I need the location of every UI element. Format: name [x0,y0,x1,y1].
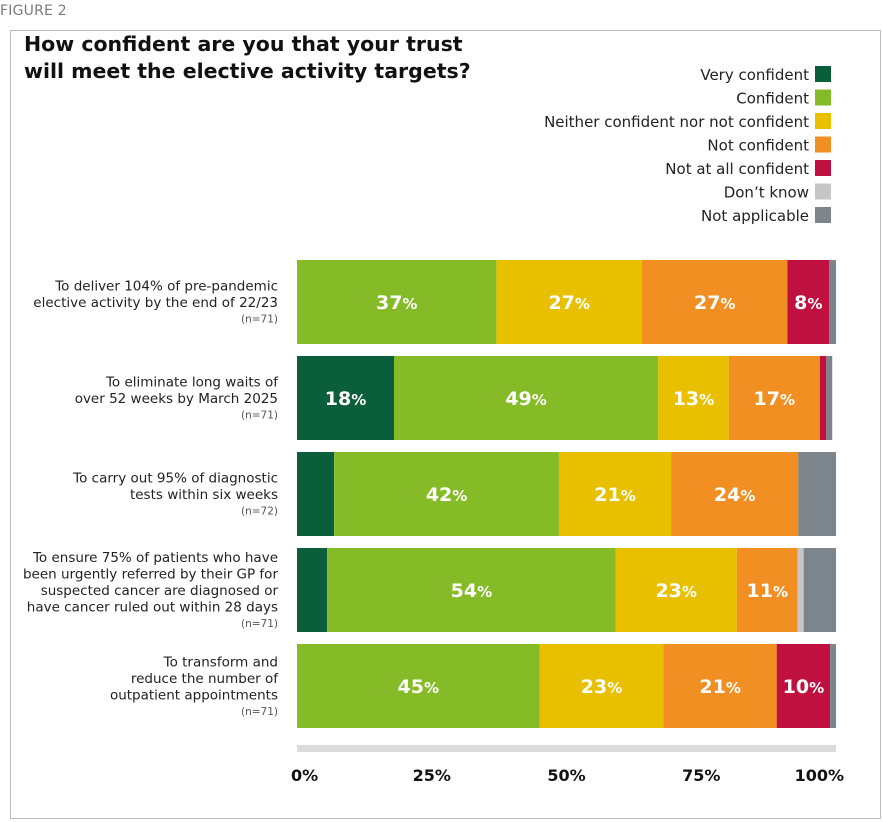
bar-segment [803,548,836,632]
sample-size-label: (n=71) [241,618,278,630]
legend-label: Confident [736,90,809,108]
legend-swatch [815,113,831,129]
value-label: 54% [451,580,492,602]
category-label: outpatient appointments [110,687,278,703]
bar-segment [819,356,827,440]
bar-segment [787,260,829,344]
x-tick-label: 25% [413,766,451,785]
sample-size-label: (n=72) [241,506,278,518]
legend-swatch [815,66,831,82]
bar-segment [297,260,497,344]
figure-label: FIGURE 2 [0,3,67,19]
category-label: over 52 weeks by March 2025 [75,391,278,407]
chart-title-line-2: will meet the elective activity targets? [24,59,471,83]
value-label: 21% [699,676,740,698]
value-label: 42% [426,484,467,506]
legend-swatch [815,160,831,176]
bar-segment [297,356,395,440]
bar-segment [776,644,831,728]
bar-segment [797,548,804,632]
category-label: To eliminate long waits of [105,375,279,391]
value-label: 21% [594,484,635,506]
x-tick-label: 0% [291,766,318,785]
bar-segment [394,356,659,440]
bar-segment [539,644,664,728]
category-label: suspected cancer are diagnosed or [41,583,279,599]
bar-segment [297,452,335,536]
bar-segment [615,548,737,632]
legend-swatch [815,183,831,200]
bar-segment [736,548,798,632]
bar-segment [728,356,820,440]
value-label: 10% [783,676,824,698]
bar-segment [641,260,788,344]
sample-size-label: (n=71) [241,314,278,326]
value-label: 23% [655,580,696,602]
value-label: 27% [694,292,735,314]
bar-segment [830,644,836,728]
bar-segment [334,452,559,536]
value-label: 45% [398,676,439,698]
category-label: elective activity by the end of 22/23 [33,295,278,311]
bar-segment [828,260,836,344]
category-label: tests within six weeks [130,487,278,503]
x-tick-label: 100% [795,766,844,785]
chart-title-line-1: How confident are you that your trust [24,32,463,56]
value-label: 23% [581,676,622,698]
chart-title: How confident are you that your trust wi… [24,31,484,85]
bar-segment [496,260,642,344]
x-tick-label: 50% [547,766,585,785]
value-label: 49% [505,388,546,410]
bar-segment [327,548,616,632]
category-label: To transform and [163,654,278,670]
value-label: 8% [794,292,822,314]
category-label: To ensure 75% of patients who have [32,550,278,566]
category-label: To carry out 95% of diagnostic [72,471,278,487]
value-label: 17% [754,388,795,410]
category-label: To deliver 104% of pre-pandemic [54,279,278,295]
legend-swatch [815,136,831,153]
value-label: 27% [548,292,589,314]
category-label: been urgently referred by their GP for [23,567,279,583]
legend-label: Don’t know [724,184,809,202]
value-label: 18% [325,388,366,410]
category-label: have cancer ruled out within 28 days [27,600,278,616]
value-label: 37% [376,292,417,314]
value-label: 13% [673,388,714,410]
category-label: reduce the number of [131,671,279,687]
bar-segment [297,644,540,728]
bar-segment [658,356,729,440]
sample-size-label: (n=71) [241,706,278,718]
bar-segment [297,548,328,632]
legend-label: Not confident [707,137,809,155]
legend-label: Neither confident nor not confident [544,113,809,131]
x-tick-label: 75% [682,766,720,785]
x-axis-band [297,745,836,752]
value-label: 11% [747,580,788,602]
bar-segment [671,452,799,536]
legend-swatch [815,89,831,106]
bar-segment [558,452,672,536]
legend-label: Very confident [700,66,809,84]
bar-segment [826,356,833,440]
bar-segment [663,644,777,728]
bar-segment [798,452,836,536]
value-label: 24% [714,484,755,506]
legend-label: Not at all confident [665,160,809,178]
sample-size-label: (n=71) [241,410,278,422]
legend-swatch [815,207,831,223]
legend-label: Not applicable [701,207,809,225]
